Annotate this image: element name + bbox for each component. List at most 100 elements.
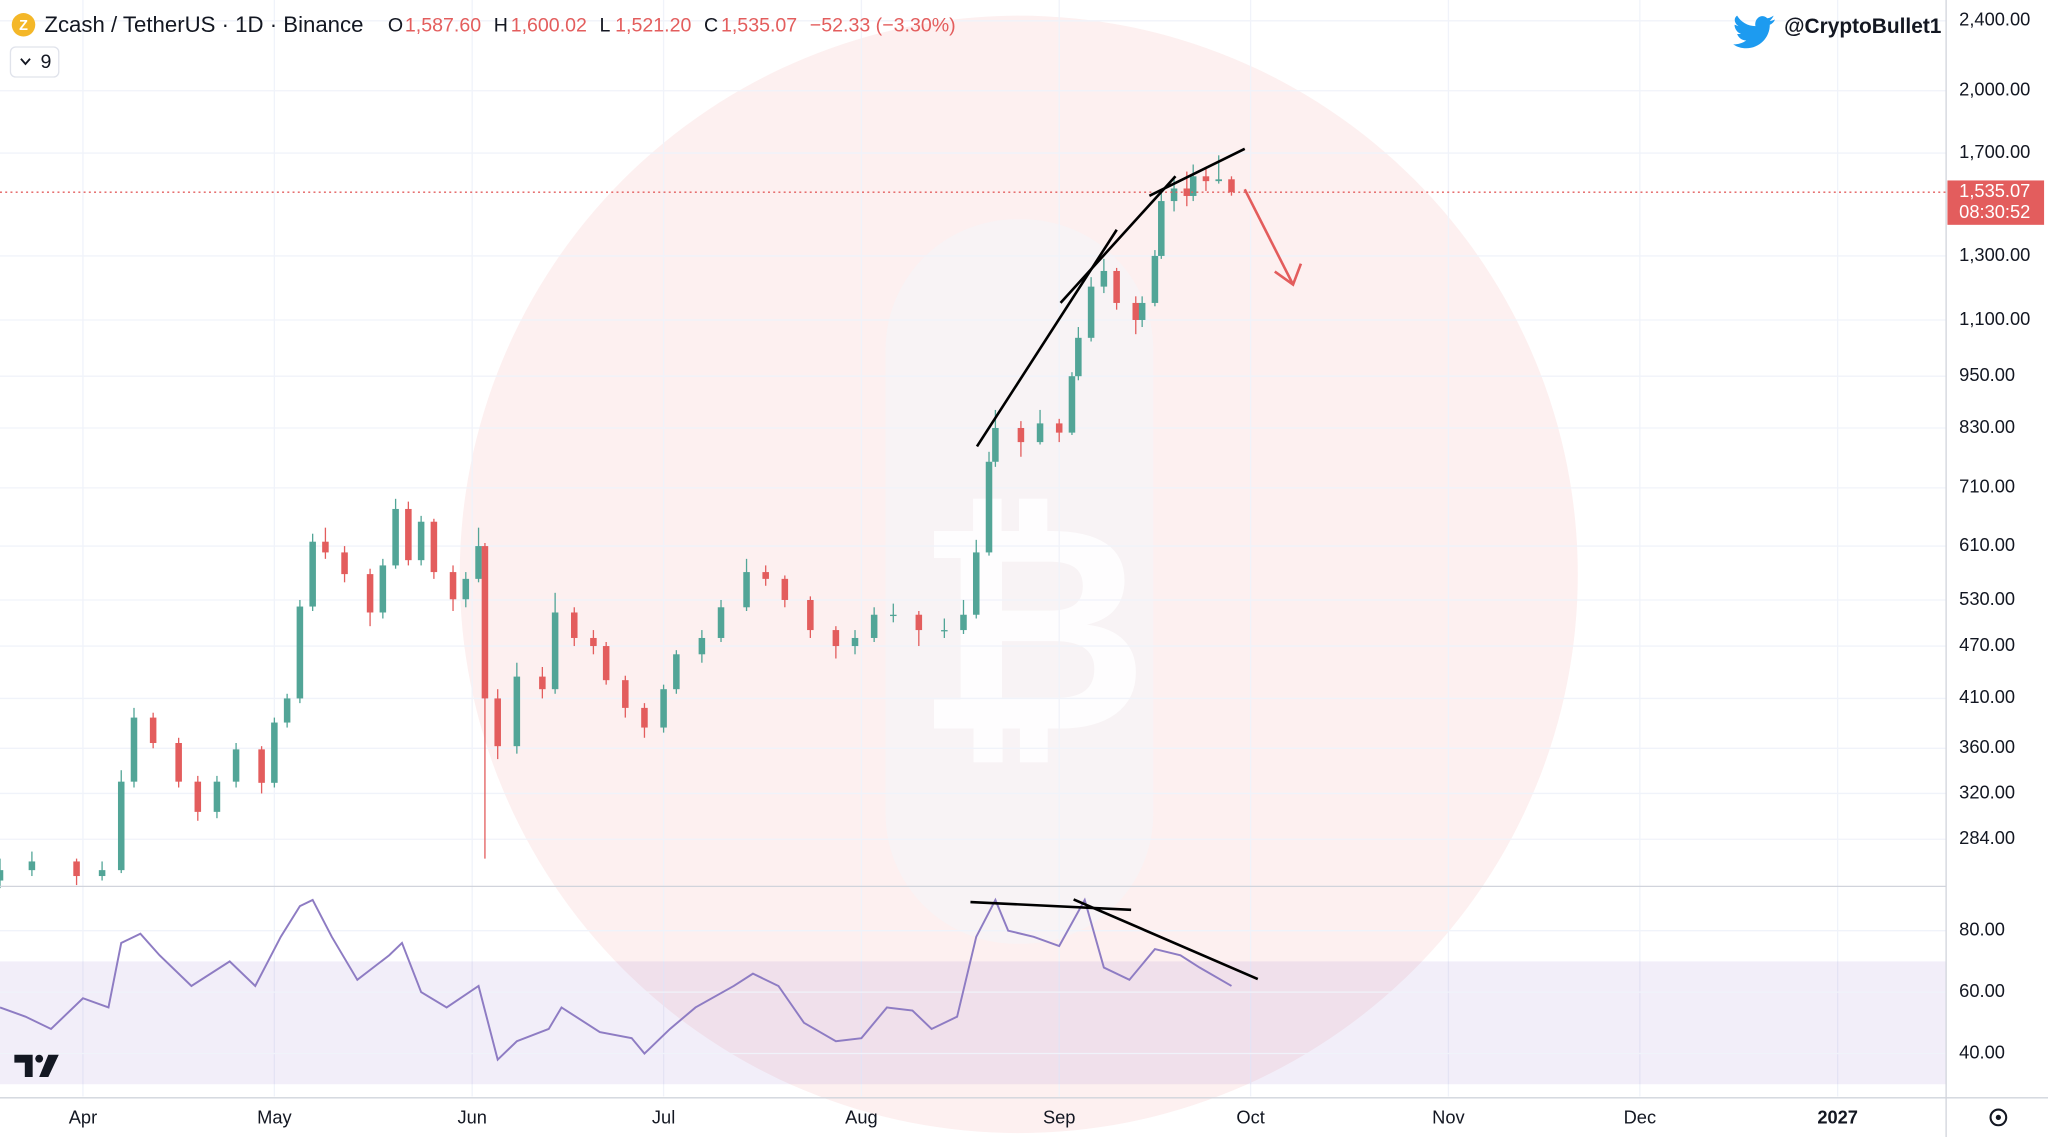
header: Z Zcash / TetherUS · 1D · Binance O 1,58… — [9, 12, 1942, 78]
candle-body — [117, 781, 125, 871]
candle-body — [430, 521, 438, 573]
candle-body — [992, 427, 999, 462]
y-tick-label: 60.00 — [1959, 980, 2005, 1001]
candle-body — [1132, 302, 1140, 320]
y-tick-label: 530.00 — [1959, 588, 2015, 609]
rsi-line — [0, 897, 1232, 1062]
y-tick-label: 284.00 — [1959, 827, 2015, 848]
x-tick-label: Dec — [1624, 1107, 1656, 1128]
coin-glyph: Z — [19, 18, 28, 34]
button[interactable] — [9, 46, 60, 78]
candle-body — [1228, 179, 1235, 193]
candle-body — [0, 870, 4, 881]
y-tick-label: 1,100.00 — [1959, 308, 2030, 329]
handle: @CryptoBullet1 — [1784, 15, 1942, 38]
candle-body — [322, 541, 329, 553]
ohlc-value: 1,600.02 — [511, 14, 587, 36]
y-tick-label: 2,400.00 — [1959, 9, 2030, 30]
candle-body — [1158, 201, 1165, 256]
y-tick-label: 2,000.00 — [1959, 79, 2030, 100]
candle-body — [551, 612, 559, 690]
logo-part — [14, 1054, 33, 1077]
logo-part — [35, 1054, 44, 1063]
candle-body — [590, 637, 597, 647]
candle-body — [283, 698, 291, 723]
y-tick-label: 950.00 — [1959, 364, 2015, 385]
candle-body — [851, 637, 859, 647]
y-tick-label: 360.00 — [1959, 736, 2015, 757]
y-tick-label: 1,700.00 — [1959, 141, 2030, 162]
trend-line — [1073, 898, 1259, 981]
candle-body — [449, 572, 457, 600]
candle-body — [513, 676, 521, 747]
x-tick-label: Aug — [845, 1107, 878, 1128]
indicator-toggle[interactable]: 9 — [9, 46, 60, 78]
candle-body — [271, 722, 278, 783]
x-tick-label: Jun — [457, 1107, 486, 1128]
candle-body — [972, 552, 980, 615]
candle-body — [392, 508, 399, 566]
y-tick-label: 410.00 — [1959, 686, 2015, 707]
trend-line — [1059, 175, 1177, 304]
y-tick-label: 470.00 — [1959, 634, 2015, 655]
indicator-count[interactable]: 9 — [40, 51, 51, 73]
candle-body — [762, 572, 769, 579]
candle-body — [1113, 270, 1120, 303]
candle-body — [1170, 188, 1178, 202]
trend-line — [970, 900, 1132, 912]
last-price-label: 1,535.07 — [1959, 180, 2030, 201]
candle-body — [1036, 423, 1044, 443]
coin-icon — [11, 13, 36, 37]
candle-body — [781, 578, 789, 600]
y-tick-label: 710.00 — [1959, 476, 2015, 497]
candle-body — [462, 578, 470, 600]
y-tick-label: 320.00 — [1959, 781, 2015, 802]
countdown: 08:30:52 — [1959, 201, 2030, 222]
candle-body — [366, 574, 374, 613]
candle-body — [175, 743, 182, 782]
gear[interactable] — [1989, 1108, 2008, 1127]
candle-body — [1075, 337, 1082, 377]
candle-body — [309, 541, 316, 607]
y-tick-label: 830.00 — [1959, 416, 2015, 437]
candle-body — [641, 707, 648, 728]
ohlc-letter: C — [704, 14, 718, 36]
candle-body — [1215, 179, 1222, 182]
candle-body — [1189, 176, 1197, 196]
candle-body — [915, 614, 923, 631]
candle-body — [481, 546, 489, 699]
gear-center[interactable] — [1995, 1114, 2001, 1121]
ohlc-value: 1,535.07 — [721, 14, 797, 36]
logo-part — [39, 1054, 59, 1077]
y-tick-label: 40.00 — [1959, 1041, 2005, 1062]
twitter-icon — [1733, 15, 1776, 49]
candle-body — [341, 552, 348, 575]
axes: 284.00 320.00 360.00 410.00 470.00 530.00 610.… — [69, 9, 2045, 1128]
watermark-symbol: ₿ — [915, 469, 1149, 790]
candle-body — [698, 637, 706, 655]
ohlc-letter: O — [388, 14, 403, 36]
plot — [0, 155, 1947, 1062]
candle-body — [985, 461, 993, 553]
candle-body — [28, 861, 36, 871]
candle-body — [602, 646, 610, 681]
candle-body — [890, 614, 897, 617]
change: −52.33 (−3.30%) — [810, 14, 956, 36]
candle-body — [232, 749, 240, 782]
candle-body — [1017, 427, 1025, 443]
candle-body — [870, 614, 878, 638]
candle-body — [941, 630, 948, 632]
x-tick-label: Oct — [1236, 1107, 1264, 1128]
settings-icon[interactable] — [1989, 1108, 2008, 1127]
candle-body — [832, 630, 840, 647]
candle-body — [494, 698, 501, 747]
x-tick-label: Apr — [69, 1107, 97, 1128]
background: ₿ — [459, 15, 1578, 1134]
candle-body — [622, 680, 629, 708]
candle-body — [539, 676, 546, 690]
last-price-box — [1947, 180, 2045, 225]
candle-body — [1100, 270, 1108, 287]
candle-body — [73, 861, 80, 877]
candle-body — [1138, 302, 1146, 320]
